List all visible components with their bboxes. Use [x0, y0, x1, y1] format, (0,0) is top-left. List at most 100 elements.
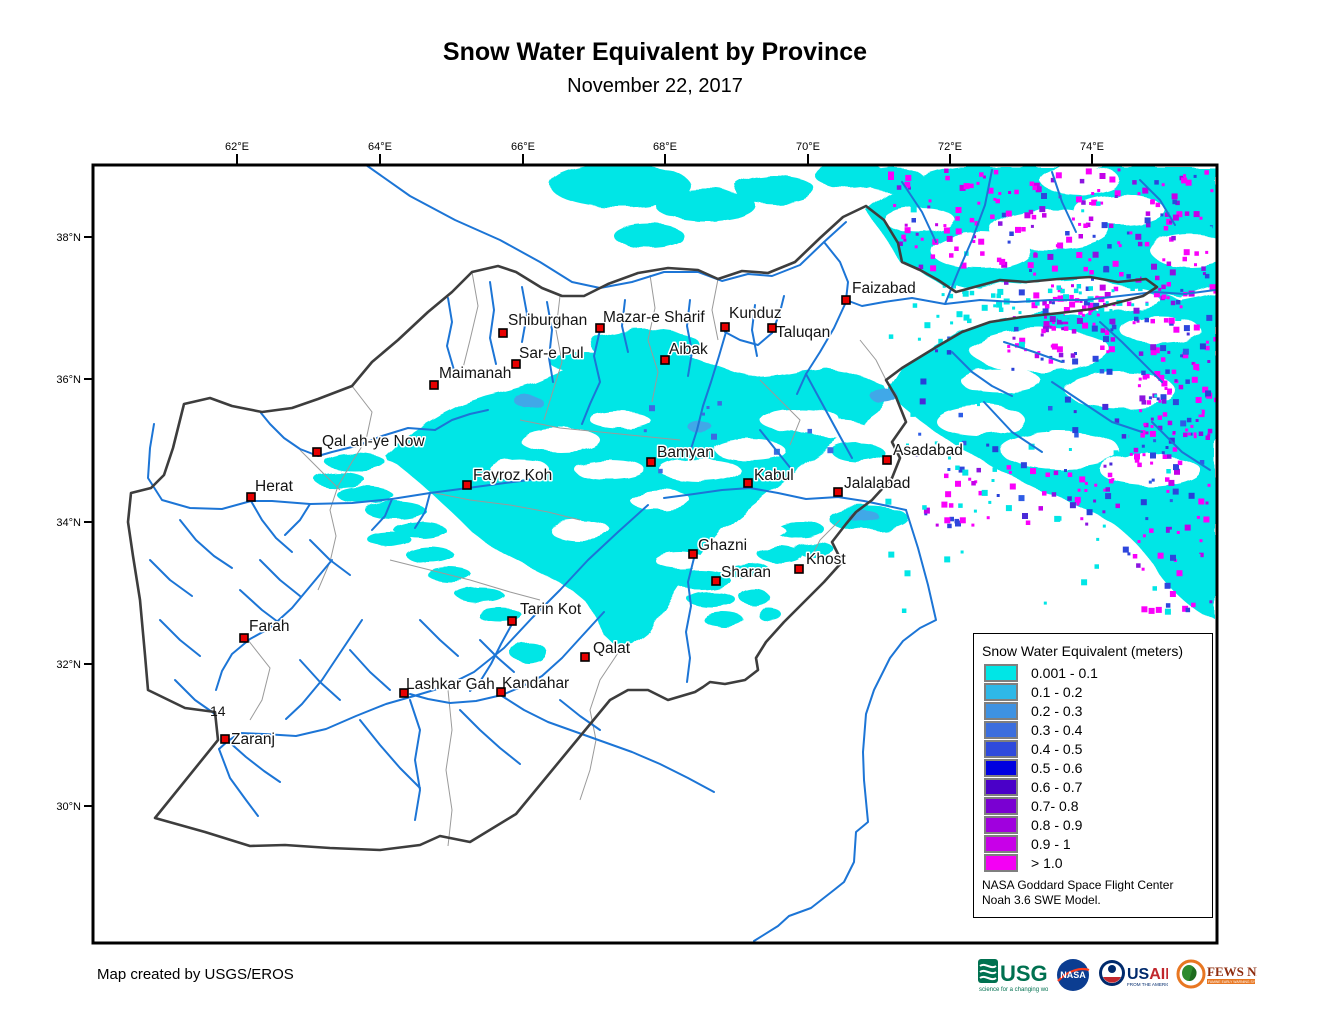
swe-pixel	[1082, 322, 1089, 329]
swe-pixel	[1118, 173, 1125, 180]
legend-item: 0.2 - 0.3	[984, 701, 1212, 720]
swe-pixel	[1150, 417, 1154, 421]
swe-pixel	[1108, 223, 1114, 228]
city-dot	[220, 734, 230, 744]
swe-pixel	[948, 293, 954, 299]
swe-pixel	[1067, 496, 1072, 501]
swe-pixel	[1043, 601, 1047, 605]
swe-pixel	[1091, 325, 1098, 332]
swe-pixel	[1070, 353, 1076, 358]
swe-pixel	[906, 443, 909, 447]
swe-pixel	[1138, 286, 1143, 292]
swe-pixel	[1057, 242, 1064, 249]
swe-pixel	[1033, 253, 1038, 258]
swe-pixel	[1096, 201, 1101, 206]
swe-pixel	[998, 192, 1002, 195]
province-boundaries	[247, 271, 887, 847]
swe-pixel	[1007, 349, 1011, 353]
legend-label: 0.001 - 0.1	[1031, 664, 1098, 681]
swe-pixel	[1068, 319, 1075, 326]
swe-pixel	[955, 465, 960, 470]
swe-pixel	[920, 237, 924, 241]
swe-pixel	[1194, 251, 1199, 256]
swe-pixel	[1092, 322, 1096, 326]
swe-pixel	[1184, 211, 1190, 216]
swe-pixel	[1150, 199, 1155, 204]
swe-pixel	[1103, 336, 1109, 343]
swe-pixel	[1055, 172, 1062, 179]
swe-pixel	[1197, 410, 1202, 415]
swe-pixel	[1194, 263, 1197, 267]
legend-label: 0.9 - 1	[1031, 835, 1071, 852]
swe-pixel	[1162, 412, 1168, 417]
city-label: Kabul	[754, 467, 794, 484]
swe-pixel	[1111, 289, 1115, 293]
swe-pixel	[1126, 301, 1132, 307]
city-label: Mazar-e Sharif	[603, 309, 705, 326]
swe-pixel	[947, 523, 952, 529]
swe-pixel	[951, 284, 956, 289]
swe-pixel	[978, 238, 985, 245]
swe-pixel	[1091, 199, 1098, 206]
swe-pixel	[1071, 217, 1075, 221]
swe-pixel	[1113, 286, 1119, 292]
swe-pixel	[1182, 348, 1189, 355]
swe-pixel	[1092, 251, 1099, 258]
swe-pixel	[1151, 263, 1157, 270]
swe-pixel	[1052, 320, 1055, 324]
swe-pixel	[1061, 359, 1065, 363]
swe-pixel	[1180, 288, 1184, 292]
swe-pixel	[1028, 428, 1032, 432]
swe-pixel	[1141, 567, 1145, 571]
swe-pixel	[1092, 234, 1096, 238]
swe-pixel	[934, 441, 938, 445]
legend-item: 0.001 - 0.1	[984, 663, 1212, 682]
swe-pixel	[1049, 325, 1053, 329]
swe-pixel	[1041, 328, 1046, 334]
swe-pixel	[1156, 397, 1160, 401]
swe-pixel	[1033, 252, 1037, 256]
swe-pixel	[1074, 352, 1077, 355]
swe-pixel	[1089, 202, 1093, 205]
legend-swatch	[984, 663, 1018, 682]
swe-pixel	[1103, 464, 1107, 468]
swe-pixel	[901, 608, 907, 613]
swe-pixel	[1172, 399, 1179, 406]
swe-pixel	[1164, 608, 1171, 615]
swe-pixel	[1091, 192, 1095, 195]
top-tick-label: 66°E	[511, 141, 535, 153]
swe-pixel	[1105, 301, 1109, 305]
swe-pixel	[1166, 469, 1171, 474]
swe-pixel	[1170, 554, 1176, 561]
swe-pixel	[1008, 470, 1012, 474]
swe-pixel	[888, 334, 894, 339]
swe-pixel	[649, 405, 655, 412]
swe-pixel	[959, 184, 966, 191]
swe-pixel	[1175, 300, 1181, 305]
swe-pixel	[1142, 187, 1149, 194]
swe-pixel	[918, 432, 922, 436]
swe-pixel	[1163, 226, 1169, 231]
swe-pixel	[1073, 410, 1077, 414]
swe-pixel	[1172, 199, 1177, 205]
swe-pixel	[1076, 284, 1082, 289]
swe-pixel	[1106, 350, 1110, 354]
swe-pixel	[978, 490, 983, 496]
swe-pixel	[980, 251, 985, 256]
swe-pixel	[995, 198, 1000, 204]
swe-pixel	[913, 450, 920, 457]
swe-pixel	[944, 168, 949, 173]
swe-pixel	[945, 175, 950, 181]
swe-pixel	[1157, 552, 1164, 559]
swe-pixel	[1204, 273, 1210, 279]
swe-pixel	[1183, 249, 1190, 256]
swe-pixel	[903, 238, 907, 242]
legend-item: 0.6 - 0.7	[984, 777, 1212, 796]
swe-pixel	[1108, 478, 1114, 484]
swe-pixel	[1195, 397, 1202, 403]
city-label: Aibak	[669, 341, 708, 358]
swe-pixel	[1165, 603, 1171, 608]
swe-pixel	[1114, 418, 1120, 423]
swe-pixel	[942, 284, 946, 288]
left-tick-label: 34°N	[56, 517, 81, 529]
